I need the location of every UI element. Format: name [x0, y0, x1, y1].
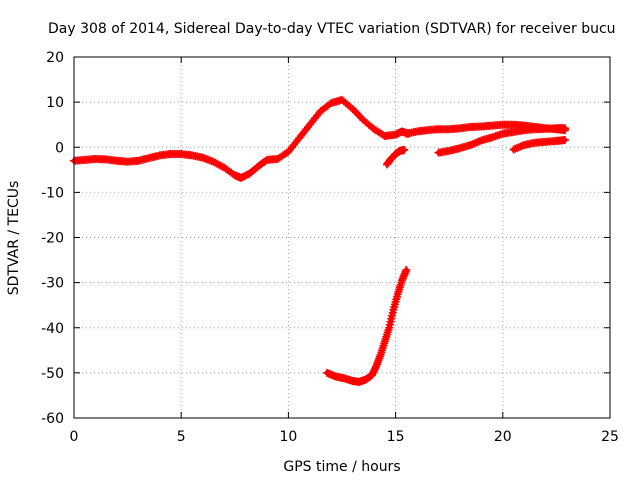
y-axis-label: SDTVAR / TECUs [6, 181, 22, 296]
y-tick-label: -30 [41, 276, 64, 292]
data-series [70, 95, 569, 386]
x-tick-label: 10 [279, 429, 297, 445]
series-satellite-track-short-rise [383, 145, 409, 169]
x-tick-label: 15 [387, 429, 405, 445]
series-satellite-track-rising-east [434, 124, 569, 157]
y-tick-label: -10 [41, 185, 64, 201]
x-axis-label: GPS time / hours [283, 459, 400, 475]
chart-title: Day 308 of 2014, Sidereal Day-to-day VTE… [48, 21, 616, 37]
data-point-marker [400, 145, 409, 154]
y-tick-label: -40 [41, 321, 64, 337]
y-tick-label: 20 [46, 50, 64, 66]
series-satellite-track-deep-drop [322, 265, 411, 386]
series-line [324, 267, 409, 385]
y-tick-label: -50 [41, 366, 64, 382]
y-tick-label: -60 [41, 411, 64, 427]
x-tick-label: 5 [177, 429, 186, 445]
x-tick-label: 20 [494, 429, 512, 445]
data-point-marker [560, 136, 569, 145]
data-point-marker [402, 265, 411, 274]
y-tick-label: 0 [55, 140, 64, 156]
x-tick-label: 25 [601, 429, 619, 445]
data-point-marker [560, 124, 569, 133]
x-tick-label: 0 [70, 429, 79, 445]
grid [74, 57, 610, 418]
y-tick-label: -20 [41, 231, 64, 247]
series-satellite-track-main [70, 95, 413, 182]
y-tick-label: 10 [46, 95, 64, 111]
series-satellite-track-lower-east [509, 136, 569, 154]
ticks: -60 -50 -40 -30 -20 -10 0 10 20 0 5 10 15 20 25 [41, 50, 619, 445]
